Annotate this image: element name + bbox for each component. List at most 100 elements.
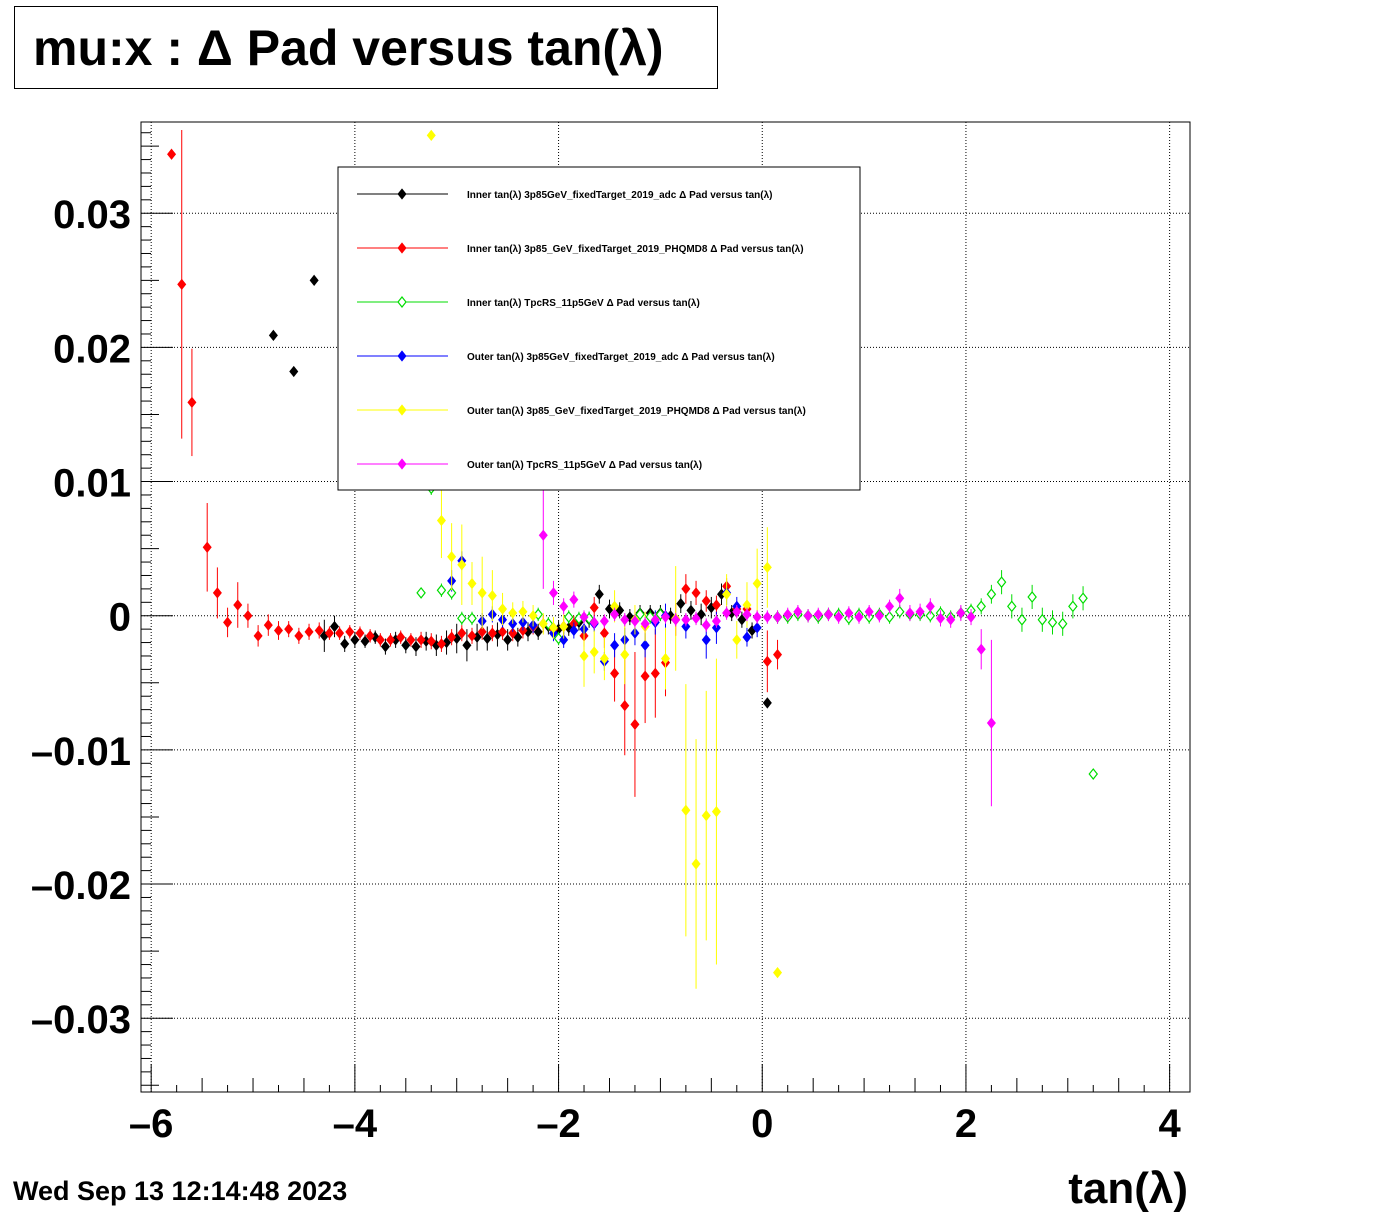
data-point bbox=[462, 639, 472, 651]
data-point bbox=[436, 584, 447, 597]
data-point bbox=[284, 623, 294, 635]
data-point bbox=[548, 587, 558, 599]
data-point bbox=[335, 627, 345, 639]
data-point bbox=[380, 640, 390, 653]
data-point bbox=[355, 627, 365, 639]
data-point bbox=[477, 626, 487, 638]
data-point bbox=[508, 607, 518, 619]
data-point bbox=[895, 592, 905, 604]
data-point bbox=[1088, 768, 1099, 780]
data-point bbox=[711, 805, 721, 818]
data-point bbox=[406, 634, 416, 646]
data-point bbox=[599, 627, 609, 639]
data-point bbox=[752, 577, 762, 590]
data-point bbox=[436, 514, 446, 527]
data-point bbox=[579, 611, 589, 623]
data-point bbox=[773, 966, 783, 979]
data-point bbox=[976, 643, 986, 655]
legend-label: Outer tan(λ) 3p85_GeV_fixedTarget_2019_P… bbox=[467, 406, 806, 417]
data-point bbox=[167, 148, 177, 160]
data-point bbox=[737, 614, 747, 626]
legend-entry: Inner tan(λ) 3p85GeV_fixedTarget_2019_ad… bbox=[357, 188, 772, 201]
data-point bbox=[691, 587, 701, 599]
data-point bbox=[482, 632, 492, 645]
data-point bbox=[681, 804, 691, 816]
data-point bbox=[701, 809, 711, 822]
data-point bbox=[762, 697, 772, 709]
data-point bbox=[426, 129, 436, 142]
data-point bbox=[273, 624, 284, 637]
data-point bbox=[375, 634, 385, 646]
data-point bbox=[457, 612, 467, 625]
data-point bbox=[650, 667, 660, 680]
data-point bbox=[803, 610, 813, 622]
legend-marker bbox=[397, 404, 407, 416]
data-point bbox=[620, 614, 630, 626]
data-point bbox=[722, 588, 732, 600]
data-point bbox=[477, 587, 487, 599]
data-point bbox=[467, 612, 477, 625]
legend-label: Outer tan(λ) 3p85GeV_fixedTarget_2019_ad… bbox=[467, 352, 775, 363]
data-point bbox=[1057, 617, 1068, 630]
data-point bbox=[742, 631, 752, 643]
data-point bbox=[589, 616, 599, 629]
data-point bbox=[533, 608, 543, 621]
data-point bbox=[752, 611, 762, 623]
data-point bbox=[701, 595, 711, 607]
legend-marker bbox=[397, 188, 407, 200]
data-point bbox=[518, 624, 528, 637]
legend-box bbox=[337, 166, 861, 491]
data-point bbox=[416, 586, 426, 599]
legend-label: Outer tan(λ) TpcRS_11p5GeV Δ Pad versus … bbox=[467, 460, 702, 471]
data-point bbox=[559, 634, 569, 646]
data-point bbox=[508, 627, 518, 639]
series-5 bbox=[538, 481, 996, 807]
data-point bbox=[722, 607, 732, 619]
data-point bbox=[1078, 592, 1088, 605]
y-tick-label: 0.02 bbox=[53, 327, 131, 371]
data-point bbox=[915, 606, 925, 618]
data-point bbox=[426, 635, 436, 647]
data-point bbox=[752, 622, 762, 634]
data-point bbox=[681, 620, 691, 633]
data-point bbox=[599, 615, 609, 627]
legend-marker bbox=[397, 350, 407, 362]
data-point bbox=[610, 667, 620, 680]
data-point bbox=[309, 274, 319, 286]
data-point bbox=[503, 634, 513, 646]
y-tick-label: –0.01 bbox=[31, 730, 131, 774]
data-point bbox=[457, 559, 467, 571]
plot-frame bbox=[140, 121, 1191, 1093]
data-point bbox=[762, 611, 772, 623]
data-point bbox=[732, 634, 742, 646]
series-0 bbox=[268, 274, 772, 709]
data-point bbox=[854, 611, 864, 623]
data-point bbox=[620, 648, 630, 661]
data-point bbox=[773, 648, 783, 661]
data-point bbox=[401, 639, 411, 651]
data-point bbox=[487, 589, 497, 602]
data-point bbox=[650, 614, 660, 626]
data-point bbox=[701, 619, 711, 631]
data-point bbox=[925, 609, 936, 622]
data-point bbox=[956, 607, 966, 619]
data-point bbox=[976, 600, 986, 613]
legend-label: Inner tan(λ) 3p85GeV_fixedTarget_2019_ad… bbox=[467, 190, 772, 201]
legend-entry: Inner tan(λ) 3p85_GeV_fixedTarget_2019_P… bbox=[357, 242, 804, 255]
data-point bbox=[569, 624, 579, 637]
data-point bbox=[935, 612, 945, 625]
data-point bbox=[610, 639, 620, 651]
data-point bbox=[187, 396, 197, 409]
data-point bbox=[498, 626, 508, 638]
legend-entry: Outer tan(λ) 3p85_GeV_fixedTarget_2019_P… bbox=[357, 404, 806, 417]
data-point bbox=[874, 610, 884, 622]
x-tick-label: –6 bbox=[129, 1102, 174, 1146]
data-point bbox=[813, 608, 823, 621]
data-point bbox=[864, 606, 874, 618]
data-point bbox=[966, 611, 976, 623]
data-point bbox=[447, 551, 457, 563]
data-point bbox=[640, 618, 650, 630]
data-point bbox=[783, 608, 793, 621]
data-point bbox=[498, 603, 508, 615]
data-point bbox=[233, 599, 243, 611]
